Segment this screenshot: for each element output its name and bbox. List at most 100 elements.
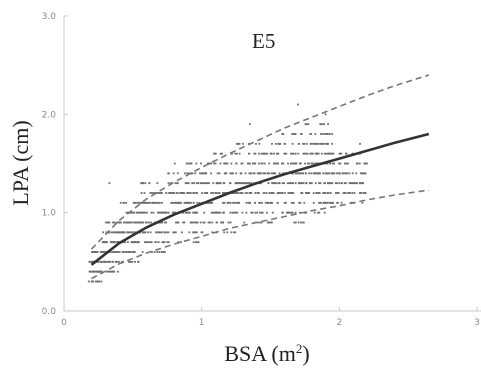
scatter-point (363, 192, 366, 194)
scatter-point (204, 192, 207, 194)
scatter-point (238, 142, 241, 145)
scatter-point (251, 211, 254, 214)
scatter-point (275, 162, 278, 165)
scatter-point (300, 192, 303, 194)
scatter-point (235, 152, 238, 155)
scatter-point (145, 201, 147, 204)
scatter-point (162, 211, 165, 214)
scatter-point (286, 211, 289, 214)
scatter-point (163, 231, 166, 234)
scatter-point (223, 211, 225, 214)
scatter-point (254, 211, 257, 214)
scatter-point (345, 162, 347, 165)
scatter-point (105, 241, 107, 244)
scatter-point (258, 201, 260, 204)
scatter-point (126, 221, 129, 224)
scatter-point (232, 201, 234, 204)
scatter-point (268, 221, 271, 224)
scatter-point (233, 201, 236, 204)
scatter-point (170, 201, 173, 204)
scatter-point (92, 270, 95, 273)
scatter-point (214, 162, 217, 165)
scatter-point (117, 231, 120, 234)
scatter-point (235, 192, 238, 194)
scatter-point (231, 211, 234, 214)
scatter-point (259, 201, 262, 204)
scatter-point (316, 172, 319, 175)
scatter-point (123, 241, 125, 244)
scatter-point (303, 152, 306, 155)
scatter-point (213, 162, 216, 165)
scatter-point (196, 192, 198, 194)
scatter-point (128, 231, 131, 234)
scatter-point (319, 142, 322, 145)
scatter-point (88, 260, 91, 263)
scatter-point (349, 182, 352, 185)
scatter-point (295, 162, 297, 165)
scatter-point (249, 192, 252, 194)
scatter-point (226, 162, 229, 165)
scatter-point (334, 182, 337, 185)
scatter-point (185, 162, 188, 165)
scatter-point (102, 231, 105, 234)
scatter-point (205, 182, 207, 185)
scatter-point (277, 142, 280, 145)
scatter-point (218, 211, 220, 214)
scatter-point (134, 221, 137, 224)
scatter-point (331, 162, 334, 165)
scatter-point (111, 260, 114, 263)
scatter-point (355, 182, 358, 185)
scatter-point (348, 172, 351, 175)
scatter-point (325, 152, 327, 155)
scatter-point (210, 201, 212, 204)
scatter-point (346, 162, 349, 165)
scatter-point (289, 162, 292, 165)
scatter-point (168, 192, 170, 194)
scatter-point (308, 192, 311, 194)
scatter-point (299, 172, 301, 175)
scatter-point (130, 231, 133, 234)
scatter-point (175, 201, 177, 204)
scatter-point (171, 201, 174, 204)
scatter-point (214, 211, 217, 214)
scatter-point (105, 231, 108, 234)
scatter-point (173, 211, 176, 214)
scatter-point (91, 260, 94, 263)
scatter-point (317, 211, 320, 214)
scatter-point (184, 211, 187, 214)
scatter-point (210, 192, 213, 194)
scatter-point (276, 152, 279, 155)
scatter-point (351, 172, 354, 175)
scatter-point (159, 231, 162, 234)
scatter-point (294, 133, 297, 135)
scatter-point (346, 172, 348, 175)
scatter-point (189, 211, 191, 214)
scatter-point (111, 231, 114, 234)
scatter-point (148, 241, 150, 244)
scatter-point (218, 182, 221, 185)
scatter-point (129, 251, 132, 253)
scatter-point (174, 182, 177, 185)
scatter-point (190, 201, 193, 204)
scatter-point (326, 133, 329, 135)
scatter-point (329, 201, 332, 204)
scatter-point (102, 260, 105, 263)
scatter-point (331, 172, 334, 175)
scatter-point (290, 192, 293, 194)
scatter-point (131, 221, 134, 224)
scatter-point (140, 182, 143, 185)
scatter-point (282, 133, 285, 135)
scatter-point (247, 162, 250, 165)
scatter-point (125, 201, 128, 204)
scatter-point (326, 172, 328, 175)
scatter-point (135, 221, 138, 224)
scatter-point (242, 142, 244, 145)
scatter-point (293, 162, 296, 165)
scatter-point (278, 172, 281, 175)
scatter-point (144, 211, 146, 214)
scatter-point (186, 192, 189, 194)
scatter-point (227, 201, 230, 204)
scatter-point (170, 192, 173, 194)
scatter-point (358, 162, 361, 165)
